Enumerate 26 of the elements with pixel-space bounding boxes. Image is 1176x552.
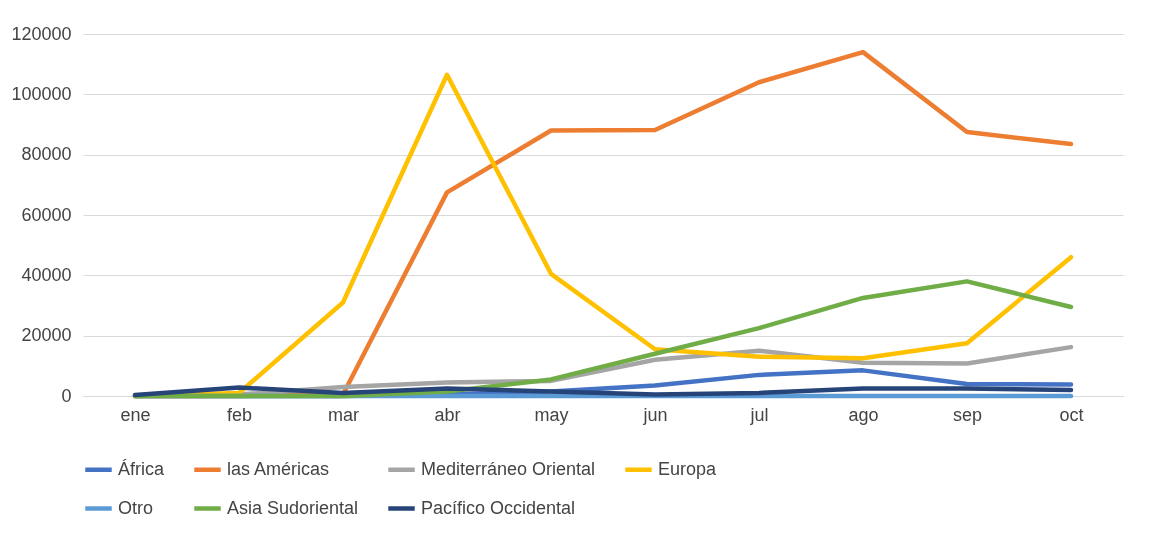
y-tick-label: 100000 bbox=[11, 83, 72, 104]
y-tick-label: 0 bbox=[61, 385, 72, 406]
legend-label: Otro bbox=[118, 497, 154, 518]
x-tick-label: may bbox=[534, 404, 569, 425]
x-tick-label: ago bbox=[848, 404, 879, 425]
x-tick-label: mar bbox=[328, 404, 359, 425]
legend-label: Pacífico Occidental bbox=[421, 497, 576, 518]
legend-label: Asia Sudoriental bbox=[227, 497, 359, 518]
y-tick-label: 80000 bbox=[21, 144, 72, 165]
x-tick-label: oct bbox=[1059, 404, 1084, 425]
legend-label: África bbox=[118, 458, 165, 479]
y-tick-label: 60000 bbox=[21, 204, 72, 225]
legend-label: Europa bbox=[658, 458, 718, 479]
x-tick-label: jul bbox=[749, 404, 769, 425]
line-series bbox=[132, 385, 1074, 398]
y-tick-label: 40000 bbox=[21, 264, 72, 285]
y-tick-label: 120000 bbox=[11, 23, 72, 44]
legend-label: Mediterráneo Oriental bbox=[421, 458, 596, 479]
x-tick-label: jun bbox=[642, 404, 668, 425]
line-series bbox=[132, 279, 1074, 399]
x-tick-label: abr bbox=[434, 404, 461, 425]
legend-label: las Américas bbox=[227, 458, 330, 479]
x-tick-label: sep bbox=[952, 404, 983, 425]
y-tick-label: 20000 bbox=[21, 325, 72, 346]
x-tick-label: feb bbox=[226, 404, 253, 425]
x-tick-label: ene bbox=[120, 404, 151, 425]
